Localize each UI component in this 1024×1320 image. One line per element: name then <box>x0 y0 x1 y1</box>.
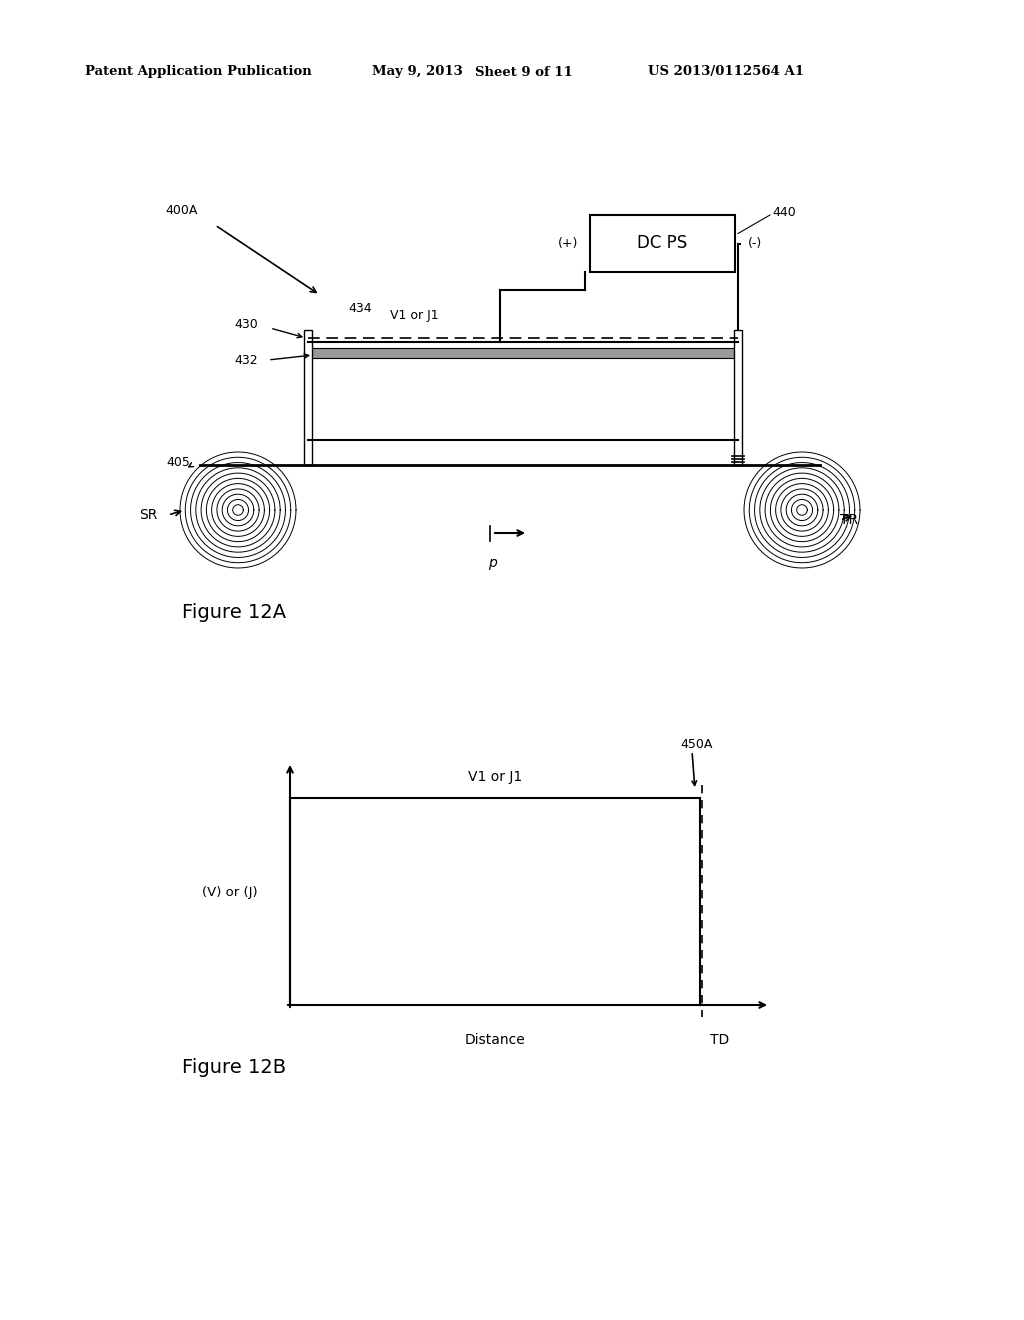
Text: Patent Application Publication: Patent Application Publication <box>85 66 311 78</box>
Text: 450A: 450A <box>680 738 713 751</box>
Text: Distance: Distance <box>465 1034 525 1047</box>
Text: Figure 12A: Figure 12A <box>182 603 286 622</box>
Text: Sheet 9 of 11: Sheet 9 of 11 <box>475 66 572 78</box>
Text: 434: 434 <box>348 301 372 314</box>
Text: Figure 12B: Figure 12B <box>182 1059 286 1077</box>
Text: (+): (+) <box>558 238 579 249</box>
Text: TD: TD <box>711 1034 730 1047</box>
Text: 400A: 400A <box>166 203 198 216</box>
Text: TR: TR <box>840 513 858 527</box>
Text: V1 or J1: V1 or J1 <box>468 770 522 784</box>
Text: V1 or J1: V1 or J1 <box>390 309 438 322</box>
Bar <box>308 348 738 358</box>
Text: US 2013/0112564 A1: US 2013/0112564 A1 <box>648 66 804 78</box>
Text: 440: 440 <box>772 206 796 219</box>
Text: May 9, 2013: May 9, 2013 <box>372 66 463 78</box>
Bar <box>304 330 312 465</box>
Text: (V) or (J): (V) or (J) <box>202 886 258 899</box>
Bar <box>590 215 735 272</box>
Text: DC PS: DC PS <box>637 235 688 252</box>
Text: 405: 405 <box>166 457 190 470</box>
Text: (-): (-) <box>748 238 762 249</box>
Bar <box>734 330 742 465</box>
Text: SR: SR <box>139 508 158 521</box>
Text: 430: 430 <box>234 318 258 331</box>
Text: 432: 432 <box>234 354 258 367</box>
Text: p: p <box>487 556 497 570</box>
